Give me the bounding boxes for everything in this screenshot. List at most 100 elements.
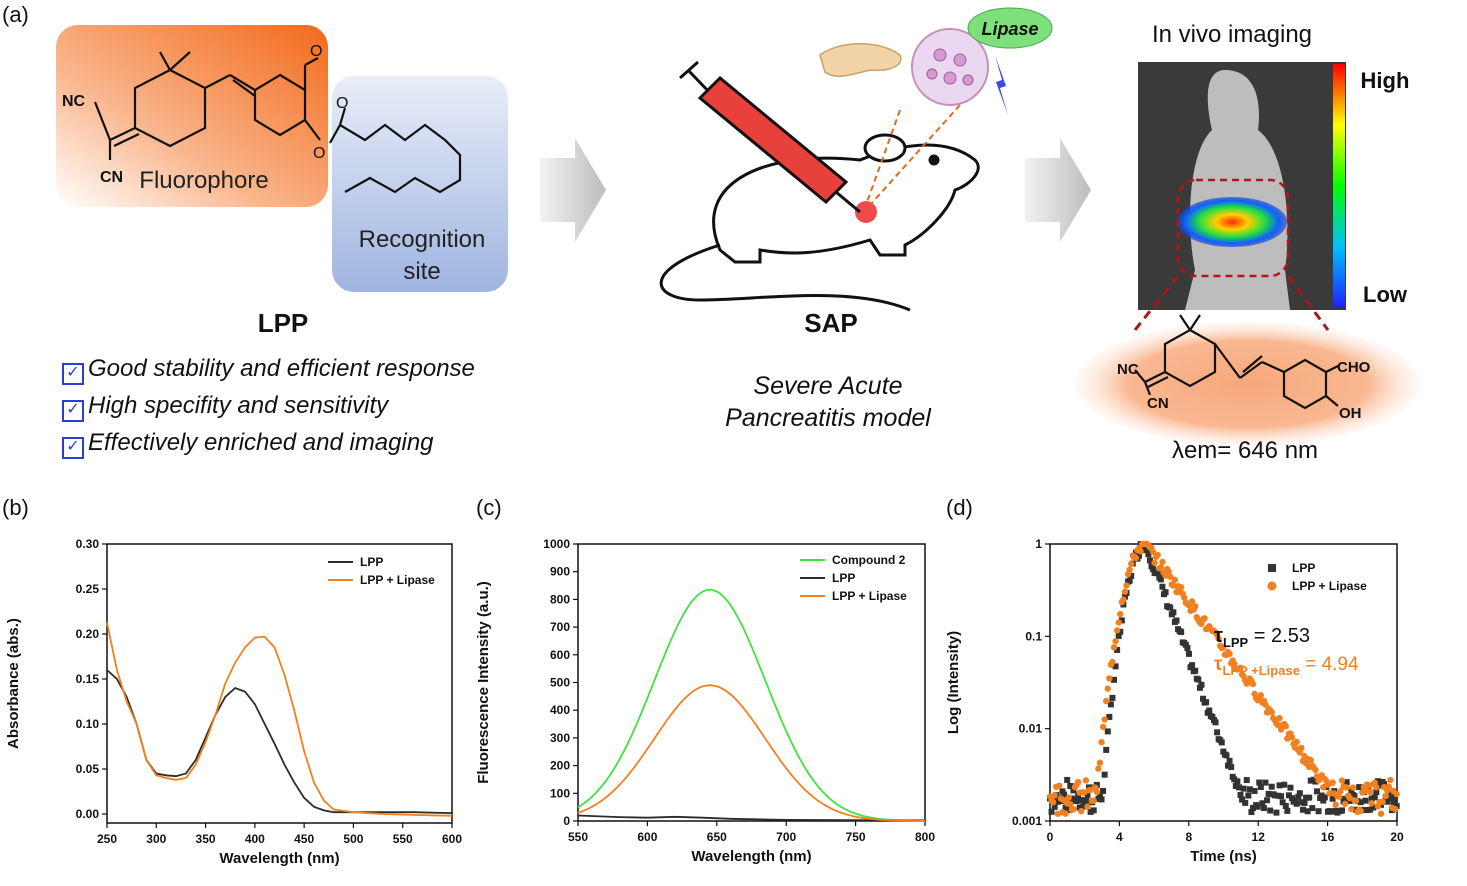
x-tick-label: 500 xyxy=(343,832,363,846)
data-point xyxy=(1371,794,1378,801)
data-point xyxy=(1329,779,1336,786)
data-point xyxy=(1067,782,1074,789)
fluorophore-label: Fluorophore xyxy=(139,167,268,194)
data-point xyxy=(1287,784,1294,791)
ester-o: O xyxy=(313,145,325,162)
lipase-label: Lipase xyxy=(981,19,1038,39)
plot-frame xyxy=(577,543,926,822)
data-point xyxy=(1368,800,1375,807)
data-point xyxy=(1178,629,1185,636)
data-point xyxy=(1315,808,1322,815)
data-point xyxy=(1237,664,1244,672)
data-point xyxy=(1188,598,1196,605)
panel-label-a: (a) xyxy=(2,2,29,27)
model-description-line2: Pancreatitis model xyxy=(725,404,932,432)
data-point xyxy=(1239,796,1246,803)
data-point xyxy=(1051,792,1058,799)
data-point xyxy=(1054,798,1061,805)
data-point xyxy=(1299,806,1306,813)
data-point xyxy=(1209,713,1216,720)
probe-name: LPP xyxy=(258,308,309,338)
y-tick-label: 0.30 xyxy=(76,537,100,551)
data-point xyxy=(1109,694,1116,701)
x-tick-label: 800 xyxy=(915,830,935,844)
data-point xyxy=(1348,805,1355,813)
data-point xyxy=(1173,617,1180,624)
scale-high-label: High xyxy=(1361,68,1410,93)
data-point xyxy=(1306,794,1313,801)
feature-text-2: High specifity and sensitivity xyxy=(88,392,389,419)
data-point xyxy=(1170,582,1177,589)
data-point xyxy=(1198,681,1205,688)
product-cho-label: CHO xyxy=(1337,359,1371,376)
data-point xyxy=(1265,790,1272,797)
data-point xyxy=(1214,729,1221,736)
emission-label: λem= 646 nm xyxy=(1172,437,1318,464)
data-point xyxy=(1115,632,1122,639)
data-point xyxy=(1087,808,1094,815)
x-tick-label: 550 xyxy=(393,832,413,846)
lpp-structure xyxy=(93,51,462,194)
data-point xyxy=(1292,797,1299,804)
data-point xyxy=(1387,776,1394,784)
data-point xyxy=(1157,576,1164,583)
y-tick-label: 0.20 xyxy=(76,627,100,641)
data-point xyxy=(1298,744,1305,752)
chart-absorbance: 250 300 350 400 450 500 550 600 0.00 0.05 0.10 0.15… xyxy=(5,537,462,867)
data-point xyxy=(1111,676,1118,683)
data-point xyxy=(1076,804,1083,811)
aldehyde-o: O xyxy=(310,43,322,60)
y-tick-label: 0.01 xyxy=(1019,722,1043,736)
roi-box xyxy=(1176,178,1290,278)
data-point xyxy=(1132,554,1140,562)
y-tick-label: 0.15 xyxy=(76,672,100,686)
data-point xyxy=(1254,803,1261,810)
data-point xyxy=(1121,588,1129,595)
data-point xyxy=(1288,734,1296,741)
data-point xyxy=(1100,787,1107,794)
data-point xyxy=(1068,795,1075,802)
data-point xyxy=(1249,804,1256,811)
arrow-1 xyxy=(540,138,606,242)
checkbox-icon: ✓ xyxy=(62,400,84,422)
tau-lpp-annotation: τLPP = 2.53 xyxy=(1214,625,1310,650)
data-point xyxy=(1367,806,1374,813)
x-tick-label: 600 xyxy=(637,830,657,844)
data-point xyxy=(1099,723,1107,731)
data-point xyxy=(1162,589,1169,596)
data-point xyxy=(1307,777,1314,784)
data-point xyxy=(1223,752,1230,759)
data-point xyxy=(1260,805,1267,812)
legend-label: LPP xyxy=(832,571,855,585)
data-point xyxy=(1351,793,1358,800)
data-point xyxy=(1228,764,1235,771)
feature-text-1: Good stability and efficient response xyxy=(88,355,475,382)
data-point xyxy=(1293,800,1300,807)
data-point xyxy=(1387,794,1394,801)
data-point xyxy=(1242,799,1249,806)
data-point xyxy=(1298,799,1305,806)
panel-label-c: (c) xyxy=(476,495,502,520)
data-point xyxy=(1220,644,1227,651)
data-point xyxy=(1062,804,1069,811)
nc-atom-label: NC xyxy=(62,93,86,110)
series-line-compound-2 xyxy=(577,588,926,822)
data-point xyxy=(1056,782,1063,789)
data-point xyxy=(1098,796,1105,803)
y-tick-label: 100 xyxy=(550,786,570,800)
pancreas-site xyxy=(855,201,877,223)
scale-low-label: Low xyxy=(1363,282,1408,307)
data-point xyxy=(1049,799,1057,806)
data-point xyxy=(1284,807,1291,814)
data-point xyxy=(1256,779,1263,786)
data-point xyxy=(1309,805,1316,812)
data-point xyxy=(1106,713,1113,720)
data-point xyxy=(1059,788,1066,795)
data-point xyxy=(1301,800,1308,807)
data-point xyxy=(1067,800,1074,808)
data-point xyxy=(1151,559,1158,566)
y-tick-label: 200 xyxy=(550,759,570,773)
x-tick-label: 20 xyxy=(1390,830,1404,844)
data-point xyxy=(1237,791,1244,798)
data-point xyxy=(1074,778,1082,786)
